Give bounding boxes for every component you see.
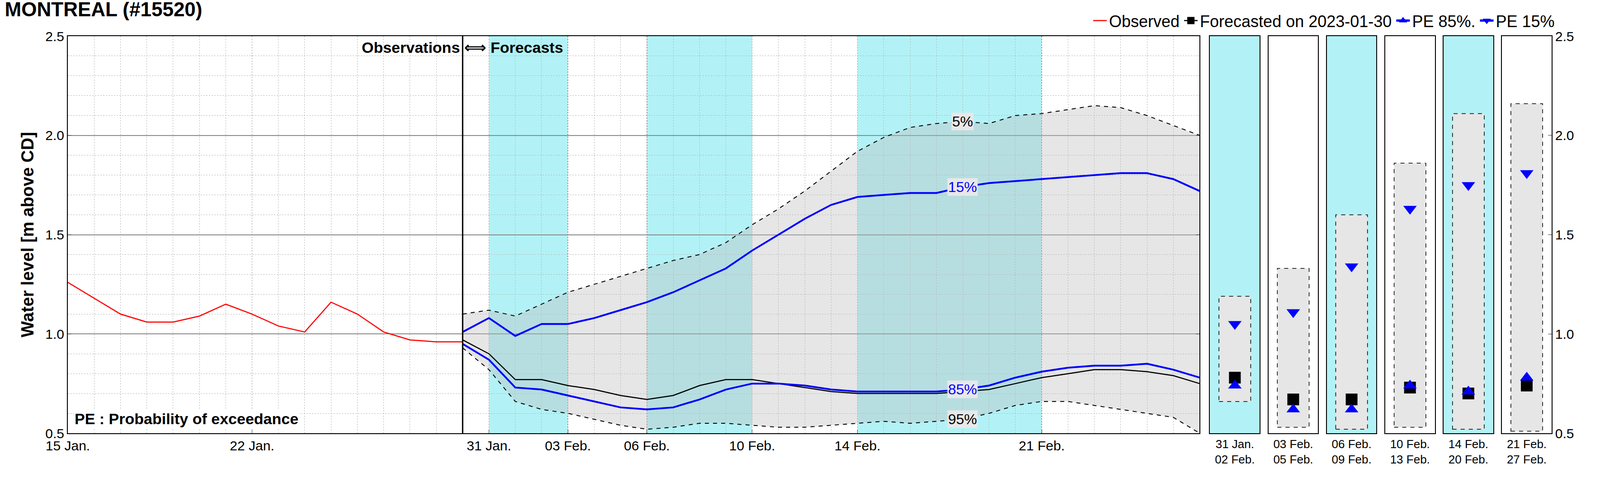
svg-text:15%: 15% (948, 179, 977, 196)
svg-text:85%: 85% (948, 381, 977, 398)
svg-text:Observations ⟺ Forecasts: Observations ⟺ Forecasts (361, 38, 564, 57)
svg-text:2.0: 2.0 (1555, 127, 1575, 143)
svg-text:06 Feb.09 Feb.: 06 Feb.09 Feb. (1331, 437, 1372, 467)
svg-text:10 Feb.13 Feb.: 10 Feb.13 Feb. (1390, 437, 1431, 467)
svg-text:06 Feb.: 06 Feb. (623, 438, 671, 454)
svg-text:95%: 95% (948, 411, 977, 428)
svg-text:31 Jan.02 Feb.: 31 Jan.02 Feb. (1214, 437, 1255, 467)
svg-text:03 Feb.: 03 Feb. (544, 438, 591, 454)
svg-text:14 Feb.: 14 Feb. (834, 438, 881, 454)
svg-text:PE 15%: PE 15% (1495, 12, 1555, 31)
svg-text:0.5: 0.5 (45, 426, 65, 442)
svg-text:PE : Probability of exceedance: PE : Probability of exceedance (74, 410, 299, 428)
svg-text:1.5: 1.5 (1555, 227, 1575, 243)
svg-text:Forecasted on 2023-01-30: Forecasted on 2023-01-30 (1199, 12, 1392, 31)
svg-text:1.0: 1.0 (45, 326, 65, 342)
svg-text:1.5: 1.5 (45, 227, 65, 243)
svg-text:PE 85%.: PE 85%. (1411, 12, 1476, 31)
svg-text:21 Feb.: 21 Feb. (1018, 438, 1065, 454)
svg-text:31 Jan.: 31 Jan. (466, 438, 511, 454)
svg-text:2.0: 2.0 (45, 127, 65, 143)
svg-text:2.5: 2.5 (45, 28, 65, 44)
svg-text:03 Feb.05 Feb.: 03 Feb.05 Feb. (1273, 437, 1313, 467)
svg-text:1.0: 1.0 (1555, 326, 1575, 342)
svg-text:Observed: Observed (1109, 12, 1180, 31)
svg-text:21 Feb.27 Feb.: 21 Feb.27 Feb. (1506, 437, 1547, 467)
svg-text:14 Feb.20 Feb.: 14 Feb.20 Feb. (1448, 437, 1489, 467)
svg-text:5%: 5% (952, 113, 973, 130)
svg-text:Water level [m above CD]: Water level [m above CD] (18, 132, 38, 338)
svg-text:2.5: 2.5 (1555, 28, 1575, 44)
svg-text:10 Feb.: 10 Feb. (729, 438, 776, 454)
svg-text:15 Jan.: 15 Jan. (45, 438, 90, 454)
svg-text:MONTREAL (#15520): MONTREAL (#15520) (4, 0, 203, 21)
svg-text:0.5: 0.5 (1555, 426, 1575, 442)
svg-text:22 Jan.: 22 Jan. (229, 438, 274, 454)
